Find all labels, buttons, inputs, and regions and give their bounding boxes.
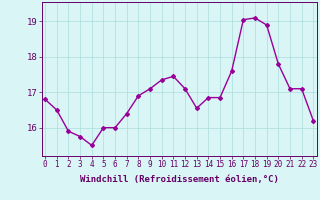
X-axis label: Windchill (Refroidissement éolien,°C): Windchill (Refroidissement éolien,°C) [80, 175, 279, 184]
